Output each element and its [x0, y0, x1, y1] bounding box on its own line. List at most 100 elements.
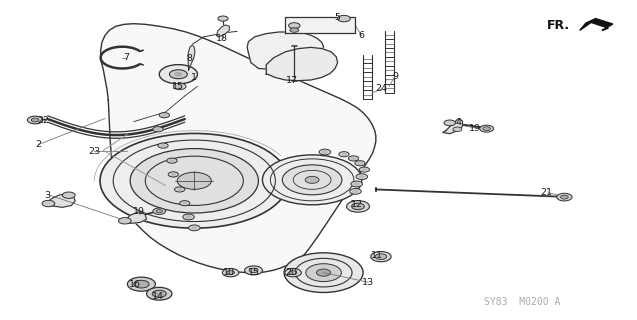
Circle shape [453, 127, 462, 132]
Circle shape [371, 252, 391, 262]
Polygon shape [443, 118, 462, 134]
Circle shape [350, 188, 361, 194]
Text: 8: 8 [187, 54, 193, 63]
Polygon shape [580, 19, 613, 30]
Circle shape [159, 113, 169, 118]
Polygon shape [247, 32, 324, 69]
Circle shape [352, 203, 364, 210]
Text: 4: 4 [455, 118, 462, 127]
Text: SY83  M0200 A: SY83 M0200 A [484, 297, 561, 308]
Circle shape [153, 208, 166, 214]
Text: 20: 20 [286, 268, 297, 277]
Circle shape [127, 277, 155, 291]
Circle shape [159, 65, 197, 84]
Circle shape [31, 118, 39, 122]
Circle shape [153, 127, 163, 132]
Circle shape [189, 225, 200, 231]
Text: 23: 23 [88, 147, 101, 156]
Polygon shape [285, 17, 355, 33]
Circle shape [158, 143, 168, 148]
Circle shape [285, 268, 301, 277]
Circle shape [305, 176, 319, 183]
Text: 15: 15 [248, 268, 259, 277]
Circle shape [322, 151, 327, 153]
Circle shape [341, 153, 347, 156]
Circle shape [290, 28, 299, 32]
Circle shape [155, 128, 161, 131]
Circle shape [191, 227, 197, 229]
Text: 10: 10 [224, 268, 235, 277]
Text: 22: 22 [38, 116, 49, 125]
Circle shape [171, 173, 176, 176]
Circle shape [175, 72, 182, 76]
Circle shape [289, 271, 297, 275]
Circle shape [354, 182, 359, 185]
Circle shape [175, 187, 185, 192]
Polygon shape [266, 47, 338, 81]
Polygon shape [101, 24, 376, 273]
Circle shape [444, 120, 455, 126]
Circle shape [183, 214, 194, 220]
Text: 19: 19 [469, 124, 480, 133]
Circle shape [339, 152, 349, 157]
Circle shape [177, 172, 211, 189]
Circle shape [355, 161, 365, 166]
Text: 1: 1 [191, 73, 197, 82]
Circle shape [182, 202, 187, 204]
Text: 9: 9 [392, 72, 398, 81]
Circle shape [100, 133, 289, 228]
Text: 3: 3 [45, 191, 51, 200]
Circle shape [351, 157, 356, 160]
Circle shape [289, 23, 300, 28]
Text: 11: 11 [371, 252, 383, 260]
Circle shape [480, 125, 494, 132]
Circle shape [347, 201, 369, 212]
Circle shape [359, 167, 369, 172]
Circle shape [169, 159, 175, 162]
Circle shape [351, 181, 362, 187]
Circle shape [161, 144, 166, 147]
Circle shape [147, 287, 172, 300]
Circle shape [357, 162, 362, 164]
Circle shape [227, 271, 234, 275]
Text: 6: 6 [359, 31, 365, 40]
Circle shape [317, 269, 331, 276]
Circle shape [62, 192, 75, 198]
Text: 21: 21 [541, 188, 552, 197]
Circle shape [306, 264, 341, 282]
Circle shape [130, 148, 259, 213]
Circle shape [282, 165, 342, 195]
Circle shape [319, 149, 331, 155]
Circle shape [249, 268, 258, 273]
Circle shape [118, 218, 131, 224]
Text: FR.: FR. [547, 19, 570, 32]
Circle shape [162, 114, 167, 116]
Circle shape [42, 200, 55, 207]
Circle shape [180, 201, 190, 206]
Text: 5: 5 [334, 13, 341, 22]
Text: 16: 16 [129, 280, 141, 289]
Circle shape [134, 280, 149, 288]
Text: 2: 2 [35, 140, 41, 149]
Text: 15: 15 [173, 82, 184, 91]
Circle shape [375, 254, 387, 260]
Circle shape [167, 158, 177, 163]
Text: 13: 13 [362, 278, 375, 287]
Polygon shape [46, 194, 75, 207]
Circle shape [177, 188, 182, 191]
Circle shape [173, 83, 186, 90]
Text: 14: 14 [152, 292, 164, 301]
Circle shape [186, 216, 191, 218]
Circle shape [561, 195, 568, 199]
Text: 17: 17 [286, 76, 297, 85]
Text: 18: 18 [216, 34, 227, 43]
Circle shape [359, 175, 364, 178]
Circle shape [222, 268, 239, 277]
Text: 7: 7 [123, 53, 129, 62]
Polygon shape [122, 212, 147, 223]
Circle shape [356, 174, 368, 180]
Circle shape [156, 210, 162, 213]
Circle shape [218, 16, 228, 21]
Polygon shape [188, 45, 195, 70]
Circle shape [27, 116, 43, 124]
